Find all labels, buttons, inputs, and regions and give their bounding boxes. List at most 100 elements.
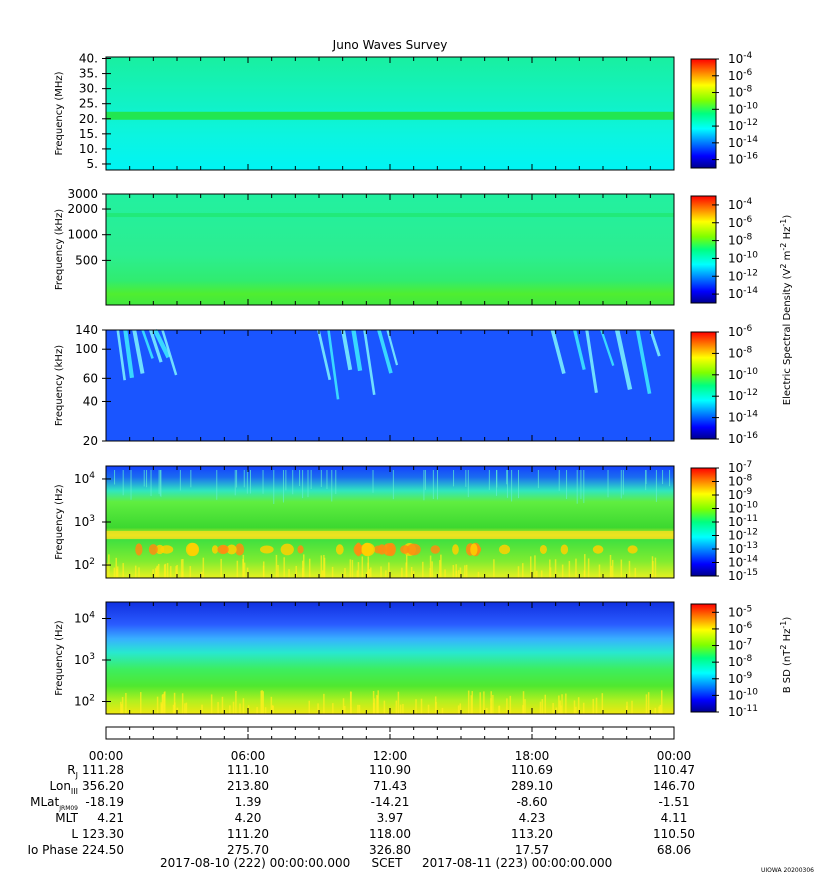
spike	[385, 570, 387, 578]
colorbar-tick-label: 10-10	[728, 250, 758, 265]
spectrogram-panel-2	[102, 193, 719, 306]
spike	[522, 563, 524, 578]
colorbar	[690, 467, 717, 577]
spike	[317, 703, 319, 714]
emission-line	[106, 213, 674, 218]
spike	[470, 695, 473, 714]
spike	[509, 695, 512, 714]
spike	[367, 556, 370, 578]
spike	[658, 706, 660, 714]
time-start: 2017-08-10 (222) 00:00:00.000	[160, 856, 350, 870]
spike	[534, 555, 536, 578]
radio-burst	[377, 329, 393, 374]
spike	[326, 470, 328, 489]
colorbar-tick-label: 10-8	[728, 345, 753, 360]
spike	[459, 567, 462, 578]
spike	[568, 560, 571, 578]
ephemeris-value: 110.69	[511, 763, 553, 777]
spike	[164, 563, 167, 578]
spike	[122, 563, 124, 578]
spectrogram-panel-5	[102, 601, 719, 715]
spike	[302, 470, 304, 499]
spike	[113, 567, 116, 578]
spike	[645, 694, 648, 714]
spike	[575, 706, 577, 714]
spike	[331, 470, 333, 502]
spike	[587, 558, 590, 578]
spike	[631, 700, 633, 714]
spike	[611, 559, 614, 578]
colorbar-tick-label: 10-14	[728, 555, 758, 570]
ephemeris-value: 113.20	[511, 827, 553, 841]
spike	[310, 470, 312, 490]
spike	[424, 470, 426, 490]
spike	[331, 566, 334, 578]
y-tick-label: 30.	[79, 82, 98, 96]
radio-burst	[149, 329, 163, 363]
spike	[540, 570, 543, 578]
spike	[660, 690, 663, 714]
radio-burst	[386, 329, 399, 366]
spike	[122, 470, 124, 496]
colorbar-tick-label: 10-4	[728, 51, 753, 66]
spike	[558, 695, 560, 714]
spike	[577, 697, 580, 714]
spike	[429, 555, 432, 578]
ephemeris-label: LonIII	[50, 779, 79, 796]
colorbar-tick-label: 10-12	[728, 528, 758, 543]
spike	[160, 702, 162, 714]
spike	[342, 698, 345, 714]
colorbar-tick-label: 10-9	[728, 487, 753, 502]
spike	[383, 700, 386, 714]
spike	[455, 564, 457, 578]
emission-spot	[592, 545, 604, 554]
spike	[270, 696, 273, 714]
spike	[620, 559, 623, 578]
colorbar-tick-label: 10-4	[728, 197, 753, 212]
emission-spot	[297, 545, 304, 554]
spike	[301, 560, 304, 578]
credit: UIOWA 20200306	[761, 867, 814, 874]
spike	[246, 470, 248, 494]
spike	[582, 702, 585, 714]
spike	[439, 560, 441, 578]
radio-burst	[116, 329, 126, 381]
spike	[511, 470, 513, 502]
ephemeris-value: 17.57	[515, 843, 549, 857]
colorbar-tick-label: 10-5	[728, 604, 752, 619]
ephemeris-value: 1.39	[235, 795, 262, 809]
ephemeris-value: -14.21	[371, 795, 410, 809]
spike	[561, 564, 564, 578]
colorbar-tick-label: 10-11	[728, 514, 758, 529]
spike	[308, 558, 311, 578]
spike	[620, 470, 622, 499]
spike	[217, 702, 219, 714]
emission-spot	[452, 544, 459, 555]
ephemeris-value: 110.50	[653, 827, 695, 841]
radio-burst	[152, 329, 171, 359]
spike	[302, 554, 305, 578]
emission-band	[106, 111, 674, 120]
spike	[162, 693, 164, 714]
y-tick-label: 1000	[67, 228, 98, 242]
colorbar-tick-label: 10-16	[728, 431, 758, 446]
ephemeris-value: -1.51	[658, 795, 689, 809]
spike	[440, 554, 442, 578]
spike	[185, 702, 188, 714]
spike	[344, 705, 346, 714]
y-tick-label: 104	[74, 611, 95, 626]
colorbar-tick-label: 10-7	[728, 460, 752, 475]
y-tick-label: 102	[74, 557, 95, 572]
spike	[236, 470, 238, 488]
emission-spot	[361, 542, 373, 557]
spike	[539, 701, 542, 714]
ephemeris-value: 110.47	[653, 763, 695, 777]
spike	[423, 470, 425, 501]
radio-burst	[341, 329, 353, 371]
spike	[220, 558, 222, 578]
spike	[477, 571, 480, 578]
spectrogram-image	[106, 466, 674, 578]
spike	[431, 561, 433, 578]
spike	[522, 691, 525, 714]
